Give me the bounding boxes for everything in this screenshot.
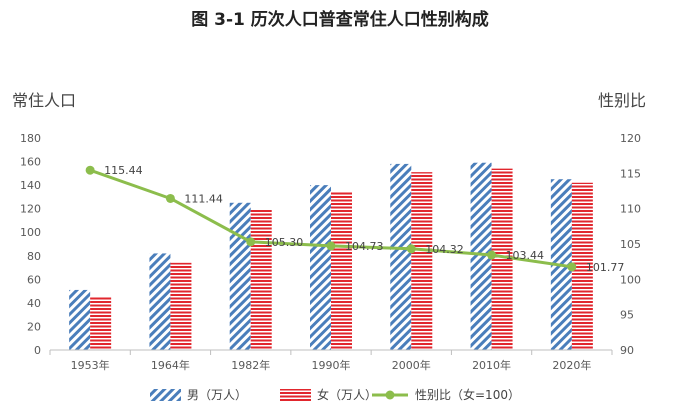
x-tick-label: 2020年 bbox=[552, 358, 591, 372]
y-right-tick-label: 110 bbox=[620, 203, 641, 216]
male-bar bbox=[69, 289, 91, 350]
sex-ratio-point bbox=[567, 262, 577, 272]
y-left-tick-label: 80 bbox=[27, 250, 41, 263]
y-right-tick-label: 100 bbox=[620, 273, 641, 286]
sex-ratio-line: 115.44 111.44 105.30 104.73 104.32 103.44 101.… bbox=[85, 164, 625, 274]
female-bar bbox=[491, 168, 513, 350]
y-right-tick-label: 115 bbox=[620, 167, 641, 180]
y-left-tick-label: 180 bbox=[20, 132, 41, 145]
female-bar bbox=[170, 262, 192, 350]
y-left-tick-label: 140 bbox=[20, 179, 41, 192]
y-right-tick-label: 105 bbox=[620, 238, 641, 251]
female-bar bbox=[411, 172, 433, 350]
female-bar bbox=[331, 192, 352, 350]
y-left-tick-label: 0 bbox=[34, 344, 41, 357]
x-axis: 1953年 1964年 1982年 1990年 2000年 2010年 2020年 bbox=[49, 350, 613, 372]
sex-ratio-data-label: 101.77 bbox=[586, 261, 625, 274]
sex-ratio-point bbox=[85, 165, 95, 175]
sex-ratio-data-label: 104.32 bbox=[425, 243, 464, 256]
y-left-tick-label: 40 bbox=[27, 297, 41, 310]
y-left-tick-label: 120 bbox=[20, 203, 41, 216]
sex-ratio-data-label: 105.30 bbox=[265, 236, 304, 249]
legend-female-swatch bbox=[280, 389, 311, 401]
sex-ratio-data-label: 103.44 bbox=[506, 249, 544, 262]
legend-male-swatch bbox=[150, 389, 181, 401]
y-axis-right: 90 95 100 105 110 115 120 bbox=[620, 132, 641, 357]
y-left-tick-label: 160 bbox=[20, 156, 41, 169]
legend: 男（万人） 女（万人） 性别比（女=100） bbox=[150, 387, 520, 402]
y-left-tick-label: 60 bbox=[27, 273, 41, 286]
sex-ratio-point bbox=[246, 237, 256, 247]
legend-female-label: 女（万人） bbox=[317, 387, 377, 402]
x-tick-label: 2010年 bbox=[472, 358, 511, 372]
sex-ratio-point bbox=[165, 193, 175, 203]
male-bar bbox=[149, 253, 171, 350]
y-axis-left: 0 20 40 60 80 100 120 140 160 180 bbox=[20, 132, 41, 357]
sex-ratio-point bbox=[406, 244, 416, 254]
x-tick-label: 1982年 bbox=[231, 358, 270, 372]
sex-ratio-data-label: 104.73 bbox=[345, 240, 384, 253]
y-left-tick-label: 100 bbox=[20, 226, 41, 239]
male-bar bbox=[470, 162, 492, 350]
right-axis-title: 性别比 bbox=[598, 91, 646, 110]
y-right-tick-label: 90 bbox=[620, 344, 634, 357]
female-bar bbox=[571, 182, 593, 350]
chart-title: 图 3-1 历次人口普查常住人口性别构成 bbox=[191, 9, 489, 30]
legend-male-label: 男（万人） bbox=[187, 388, 247, 402]
male-bar bbox=[229, 202, 251, 350]
x-tick-label: 1953年 bbox=[71, 358, 110, 372]
legend-ratio-label: 性别比（女=100） bbox=[415, 387, 520, 402]
male-bar bbox=[310, 185, 331, 350]
female-bar bbox=[90, 297, 112, 350]
left-axis-title: 常住人口 bbox=[12, 91, 76, 110]
y-right-tick-label: 95 bbox=[620, 309, 634, 322]
male-bar bbox=[390, 163, 412, 350]
y-left-tick-label: 20 bbox=[27, 320, 41, 333]
sex-ratio-data-label: 115.44 bbox=[104, 164, 142, 177]
y-right-tick-label: 120 bbox=[620, 132, 641, 145]
sex-ratio-data-label: 111.44 bbox=[184, 192, 223, 205]
legend-ratio-marker bbox=[385, 390, 395, 400]
x-tick-label: 1990年 bbox=[312, 358, 351, 372]
x-tick-label: 2000年 bbox=[392, 358, 431, 372]
sex-ratio-point bbox=[487, 250, 497, 260]
female-bar bbox=[250, 209, 272, 350]
sex-ratio-point bbox=[326, 241, 336, 251]
x-tick-label: 1964年 bbox=[151, 358, 190, 372]
